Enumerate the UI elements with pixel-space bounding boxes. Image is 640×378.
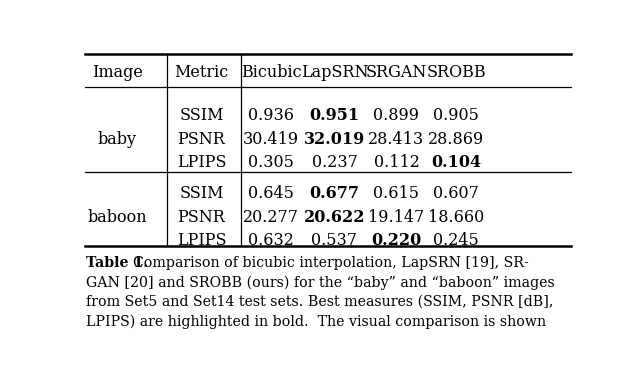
Text: baboon: baboon bbox=[88, 209, 147, 226]
Text: 0.537: 0.537 bbox=[312, 232, 358, 249]
Text: 0.899: 0.899 bbox=[374, 107, 419, 124]
Text: 32.019: 32.019 bbox=[304, 130, 365, 147]
Text: Bicubic: Bicubic bbox=[241, 64, 301, 81]
Text: baby: baby bbox=[98, 130, 137, 147]
Text: 0.951: 0.951 bbox=[309, 107, 360, 124]
Text: Comparison of bicubic interpolation, LapSRN [19], SR-: Comparison of bicubic interpolation, Lap… bbox=[124, 256, 529, 270]
Text: 0.677: 0.677 bbox=[310, 185, 360, 202]
Text: 0.607: 0.607 bbox=[433, 185, 479, 202]
Text: 0.615: 0.615 bbox=[374, 185, 419, 202]
Text: LPIPS: LPIPS bbox=[177, 232, 227, 249]
Text: 0.245: 0.245 bbox=[433, 232, 479, 249]
Text: 0.645: 0.645 bbox=[248, 185, 294, 202]
Text: SRGAN: SRGAN bbox=[366, 64, 427, 81]
Text: 0.936: 0.936 bbox=[248, 107, 294, 124]
Text: LPIPS) are highlighted in bold.  The visual comparison is shown: LPIPS) are highlighted in bold. The visu… bbox=[86, 315, 546, 329]
Text: from Set5 and Set14 test sets. Best measures (SSIM, PSNR [dB],: from Set5 and Set14 test sets. Best meas… bbox=[86, 295, 554, 309]
Text: 0.104: 0.104 bbox=[431, 154, 481, 171]
Text: 20.277: 20.277 bbox=[243, 209, 299, 226]
Text: LapSRN: LapSRN bbox=[301, 64, 368, 81]
Text: 0.305: 0.305 bbox=[248, 154, 294, 171]
Text: 28.869: 28.869 bbox=[428, 130, 484, 147]
Text: LPIPS: LPIPS bbox=[177, 154, 227, 171]
Text: 0.112: 0.112 bbox=[374, 154, 419, 171]
Text: PSNR: PSNR bbox=[177, 130, 225, 147]
Text: 30.419: 30.419 bbox=[243, 130, 299, 147]
Text: Image: Image bbox=[92, 64, 143, 81]
Text: 0.220: 0.220 bbox=[371, 232, 422, 249]
Text: 0.905: 0.905 bbox=[433, 107, 479, 124]
Text: 0.237: 0.237 bbox=[312, 154, 357, 171]
Text: Table 1.: Table 1. bbox=[86, 256, 148, 270]
Text: SSIM: SSIM bbox=[179, 185, 224, 202]
Text: SROBB: SROBB bbox=[426, 64, 486, 81]
Text: 18.660: 18.660 bbox=[428, 209, 484, 226]
Text: SSIM: SSIM bbox=[179, 107, 224, 124]
Text: GAN [20] and SROBB (ours) for the “baby” and “baboon” images: GAN [20] and SROBB (ours) for the “baby”… bbox=[86, 275, 555, 290]
Text: 19.147: 19.147 bbox=[369, 209, 424, 226]
Text: 0.632: 0.632 bbox=[248, 232, 294, 249]
Text: 28.413: 28.413 bbox=[369, 130, 424, 147]
Text: 20.622: 20.622 bbox=[304, 209, 365, 226]
Text: Metric: Metric bbox=[174, 64, 228, 81]
Text: PSNR: PSNR bbox=[177, 209, 225, 226]
